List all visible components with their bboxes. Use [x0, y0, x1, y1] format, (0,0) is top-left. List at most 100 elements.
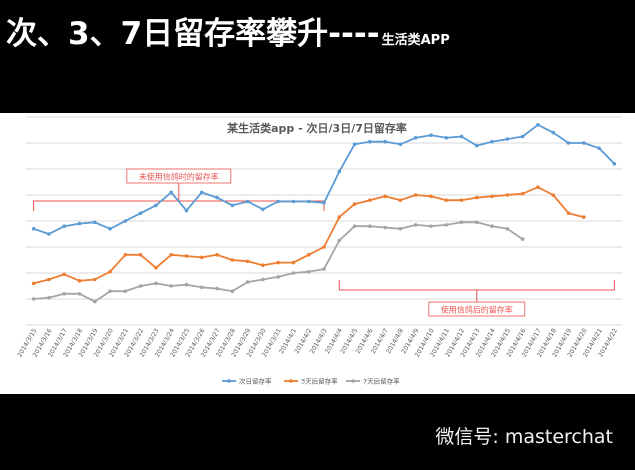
data-point — [566, 211, 571, 215]
data-point — [413, 136, 418, 140]
data-point — [505, 137, 510, 141]
data-point — [184, 208, 189, 213]
data-point — [459, 198, 464, 202]
data-point — [199, 285, 204, 290]
legend-label: 3天后留存率 — [301, 377, 338, 386]
data-point — [230, 289, 235, 293]
data-point — [459, 220, 464, 225]
data-point — [276, 199, 280, 204]
data-point — [475, 195, 479, 200]
data-point — [490, 139, 494, 144]
data-point — [77, 221, 82, 226]
chart-title: 某生活类app - 次日/3日/7日留存率 — [226, 121, 407, 135]
annotation-box — [428, 301, 526, 317]
data-point — [92, 277, 97, 282]
data-point — [413, 193, 418, 197]
data-point — [520, 191, 525, 196]
data-point — [352, 202, 357, 206]
data-point — [215, 253, 219, 257]
data-point — [31, 227, 36, 231]
data-point — [444, 136, 449, 140]
data-point — [291, 271, 296, 275]
data-point — [199, 255, 204, 260]
data-point — [551, 193, 556, 197]
data-point — [536, 123, 540, 127]
data-point — [291, 199, 296, 204]
legend-marker — [289, 379, 293, 383]
data-point — [261, 277, 265, 282]
data-point — [536, 185, 540, 189]
data-point — [261, 263, 265, 267]
data-point — [108, 289, 112, 293]
data-point — [337, 169, 342, 174]
data-point — [352, 142, 357, 147]
data-point — [444, 198, 449, 202]
data-point — [306, 269, 311, 274]
data-point — [276, 275, 280, 279]
data-point — [322, 245, 326, 249]
watermark: 微信号: masterchat — [435, 426, 613, 448]
data-point — [398, 198, 403, 202]
data-point — [413, 223, 418, 227]
data-point — [368, 224, 372, 228]
data-point — [276, 260, 280, 265]
data-point — [47, 277, 51, 282]
data-point — [612, 162, 617, 166]
data-point — [230, 258, 235, 262]
data-point — [337, 215, 342, 219]
data-point — [138, 284, 143, 288]
data-point — [490, 224, 494, 228]
data-point — [429, 224, 433, 228]
series-line — [33, 123, 616, 235]
data-point — [566, 141, 571, 145]
data-point — [505, 193, 510, 197]
annotation-label: 使用信鸽后的留存率 — [441, 305, 513, 315]
data-point — [62, 272, 67, 277]
data-point — [352, 224, 357, 228]
data-point — [138, 253, 143, 257]
data-point — [337, 238, 342, 243]
data-point — [92, 220, 97, 225]
data-point — [505, 227, 510, 231]
data-point — [581, 141, 586, 145]
data-point — [169, 253, 173, 257]
data-point — [184, 282, 189, 287]
data-point — [138, 211, 143, 215]
data-point — [77, 279, 82, 283]
data-point — [322, 267, 326, 271]
data-point — [215, 286, 219, 291]
data-point — [383, 225, 387, 230]
data-point — [31, 297, 36, 301]
data-point — [169, 284, 173, 288]
data-point — [245, 259, 250, 264]
data-point — [108, 227, 112, 231]
legend-label: 7天后留存率 — [363, 377, 400, 386]
data-point — [398, 227, 403, 231]
x-tick-labels: 2014/3/152014/3/162014/3/172014/3/182014… — [16, 327, 619, 358]
data-point — [108, 269, 112, 274]
data-point — [31, 281, 36, 286]
data-point — [92, 299, 97, 304]
data-point — [261, 207, 265, 212]
data-point — [62, 224, 67, 228]
data-point — [490, 194, 494, 199]
data-point — [520, 134, 525, 139]
grid-lines — [26, 116, 622, 326]
headline: 次、3、7日留存率攀升---- 生活类APP — [6, 8, 450, 58]
data-point — [306, 199, 311, 204]
data-point — [368, 139, 372, 144]
legend-marker — [351, 379, 355, 383]
data-point — [123, 219, 128, 223]
chart-panel: 某生活类app - 次日/3日/7日留存率 未使用信鸽时的留存率 使用信鸽后的留存… — [0, 113, 635, 394]
data-point — [123, 289, 128, 293]
data-point — [429, 133, 433, 137]
data-point — [581, 215, 586, 219]
data-point — [475, 220, 479, 225]
data-point — [322, 201, 326, 205]
data-point — [368, 198, 372, 202]
data-point — [154, 266, 158, 270]
data-point — [77, 292, 82, 296]
annotation-box — [126, 168, 232, 184]
data-point — [383, 194, 387, 199]
